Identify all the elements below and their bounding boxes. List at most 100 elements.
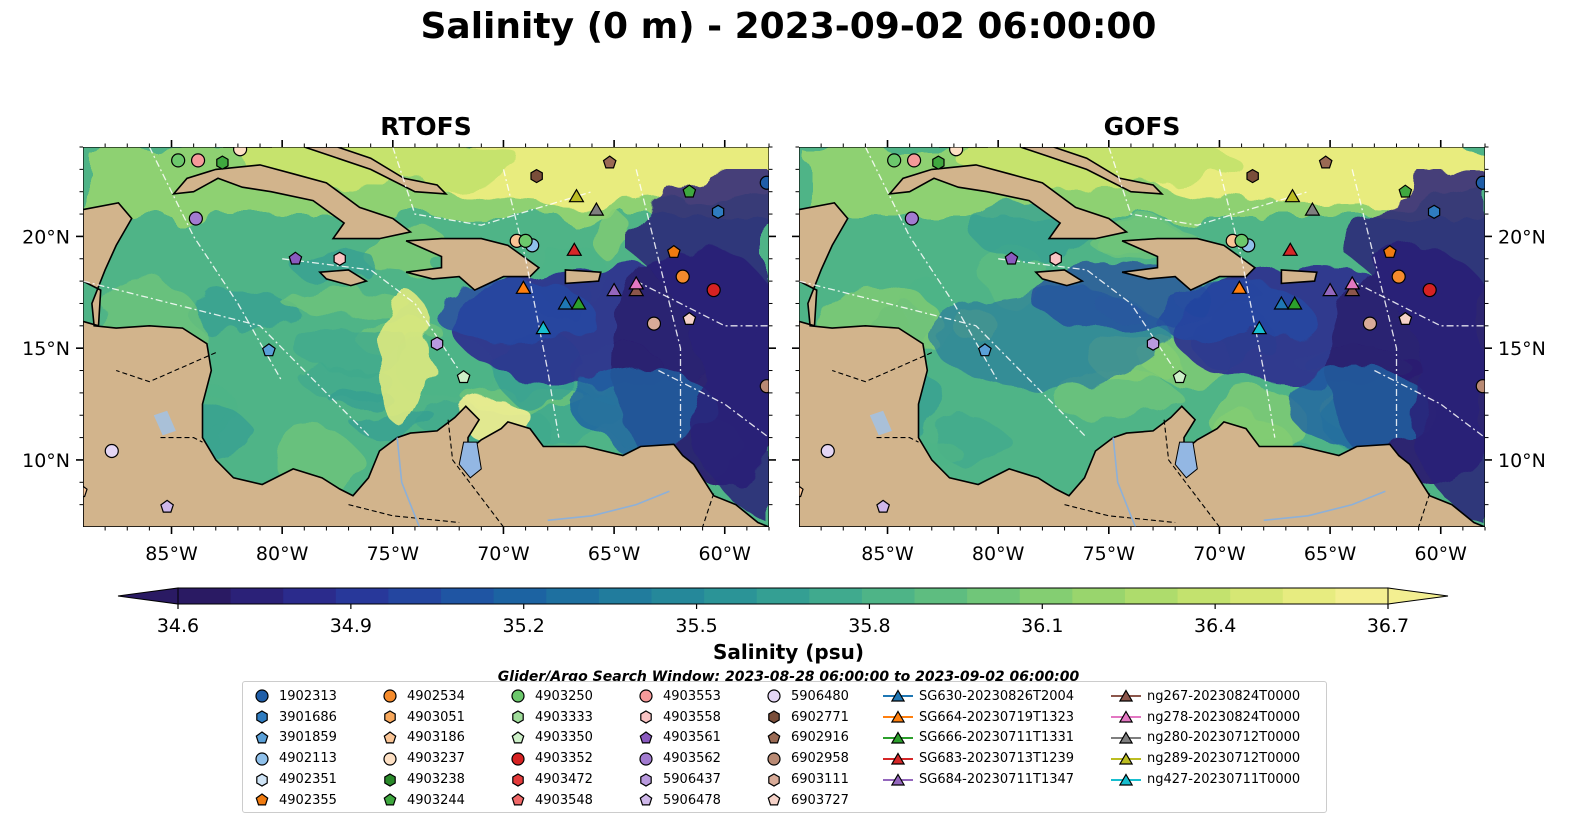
colorbar-segment <box>914 588 968 604</box>
station-marker <box>570 295 587 310</box>
station-marker <box>1344 282 1361 297</box>
eez-boundary <box>502 169 560 438</box>
figure-title: Salinity (0 m) - 2023-09-02 06:00:00 <box>420 6 1157 47</box>
legend-marker <box>639 689 653 703</box>
eez-boundary <box>864 147 999 383</box>
station-marker <box>606 282 623 297</box>
land-cuba <box>171 164 413 240</box>
country-border <box>876 437 919 443</box>
legend-marker <box>767 731 781 744</box>
station-marker <box>682 311 697 325</box>
legend-label: 4903250 <box>535 688 593 704</box>
station-marker <box>1231 280 1248 294</box>
station-marker <box>333 251 346 266</box>
legend-item: 1902313 <box>251 686 337 707</box>
legend-marker-icon <box>255 731 269 744</box>
lake-nicaragua <box>153 410 176 436</box>
legend-marker-icon <box>883 752 913 765</box>
legend-marker <box>890 772 906 786</box>
legend-marker-icon <box>767 731 781 744</box>
legend-marker <box>640 772 652 787</box>
legend-label: SG684-20230711T1347 <box>919 772 1075 788</box>
legend-label: ng427-20230711T0000 <box>1147 772 1301 788</box>
legend-marker <box>1118 752 1134 765</box>
eez-boundary <box>1218 169 1276 438</box>
lat-tick-label: 10°N <box>22 450 70 472</box>
colorbar-segment <box>493 588 547 604</box>
legend-marker-icon <box>767 689 781 703</box>
legend-item: 6903727 <box>763 790 849 811</box>
colorbar-frame <box>177 587 1389 605</box>
axes-rtofs: 85°W 80°W 75°W 70°W 65°W 60°W 20°N 15°N 10°N <box>22 140 776 565</box>
station-marker <box>932 155 945 170</box>
station-marker <box>1391 269 1406 284</box>
legend-label: 4903352 <box>535 751 593 767</box>
station-marker <box>977 343 992 357</box>
legend-marker-icon <box>511 689 525 703</box>
legend-item: 4902534 <box>379 686 465 707</box>
country-border <box>160 437 203 443</box>
legend-label: 5906478 <box>663 792 721 808</box>
station-marker <box>1427 204 1441 219</box>
station-marker <box>288 251 303 265</box>
legend-marker <box>512 710 524 724</box>
map-figure: 85°W 80°W 75°W 70°W 65°W 60°W 20°N 15°N 10°N 85°… <box>22 140 1546 637</box>
legend-item: 4903237 <box>379 748 465 769</box>
legend-item: SG630-20230826T2004 <box>883 686 1074 707</box>
legend-label: 4903237 <box>407 751 465 767</box>
legend-marker-icon <box>768 772 780 787</box>
station-marker <box>1362 316 1378 331</box>
legend-item: 6902771 <box>763 707 849 728</box>
legend-marker-icon <box>512 710 524 724</box>
legend-marker <box>1118 772 1134 786</box>
station-marker <box>906 153 922 168</box>
legend-marker <box>511 793 525 806</box>
eez-boundary <box>1374 369 1485 439</box>
legend-marker-icon <box>767 793 781 806</box>
map-panel-rtofs <box>83 147 769 527</box>
station-marker <box>530 168 543 184</box>
station-marker <box>876 499 891 513</box>
colorbar-tick-label: 34.6 <box>157 615 199 637</box>
lon-tick-label: 85°W <box>145 543 198 565</box>
station-marker <box>1273 295 1290 310</box>
station-marker <box>711 204 725 219</box>
station-marker <box>233 147 248 157</box>
legend-marker-icon <box>1111 731 1141 744</box>
legend-item: 4903553 <box>635 686 721 707</box>
eez-boundary <box>658 369 769 439</box>
axes-gofs: 85°W 80°W 75°W 70°W 65°W 60°W 20°N 15°N 10°N <box>792 140 1546 565</box>
station-marker <box>171 153 186 168</box>
legend-item: 5906480 <box>763 686 849 707</box>
legend-label: 4903238 <box>407 772 465 788</box>
legend-item: 4903250 <box>507 686 593 707</box>
land-jamaica <box>318 269 369 287</box>
legend-marker-icon <box>639 752 653 766</box>
station-marker <box>1284 188 1301 203</box>
land-florida <box>939 147 989 148</box>
colorbar-segment <box>441 588 495 604</box>
legend-marker <box>383 793 397 806</box>
legend-marker-icon <box>640 772 652 787</box>
colorbar-segment <box>809 588 863 604</box>
station-marker <box>535 320 552 335</box>
land-jamaica <box>1034 269 1085 287</box>
eez-boundary <box>1351 169 1398 438</box>
river <box>1112 437 1137 527</box>
legend-marker-icon <box>256 772 268 787</box>
lon-tick-label: 80°W <box>256 543 309 565</box>
country-border <box>1064 504 1176 524</box>
lon-tick-label: 70°W <box>1193 543 1246 565</box>
colorbar-segment <box>651 588 705 604</box>
legend-item: 4903548 <box>507 790 593 811</box>
legend-marker <box>767 689 781 703</box>
legend-label: 4903562 <box>663 751 721 767</box>
legend-label: 4903186 <box>407 730 465 746</box>
legend-label: ng280-20230712T0000 <box>1147 730 1301 746</box>
legend-label: 4903561 <box>663 730 721 746</box>
legend-item: 4903350 <box>507 728 593 749</box>
land-hispaniola <box>405 237 541 292</box>
station-marker <box>682 184 697 198</box>
map-panel-gofs <box>799 147 1485 527</box>
legend-marker <box>256 772 268 787</box>
